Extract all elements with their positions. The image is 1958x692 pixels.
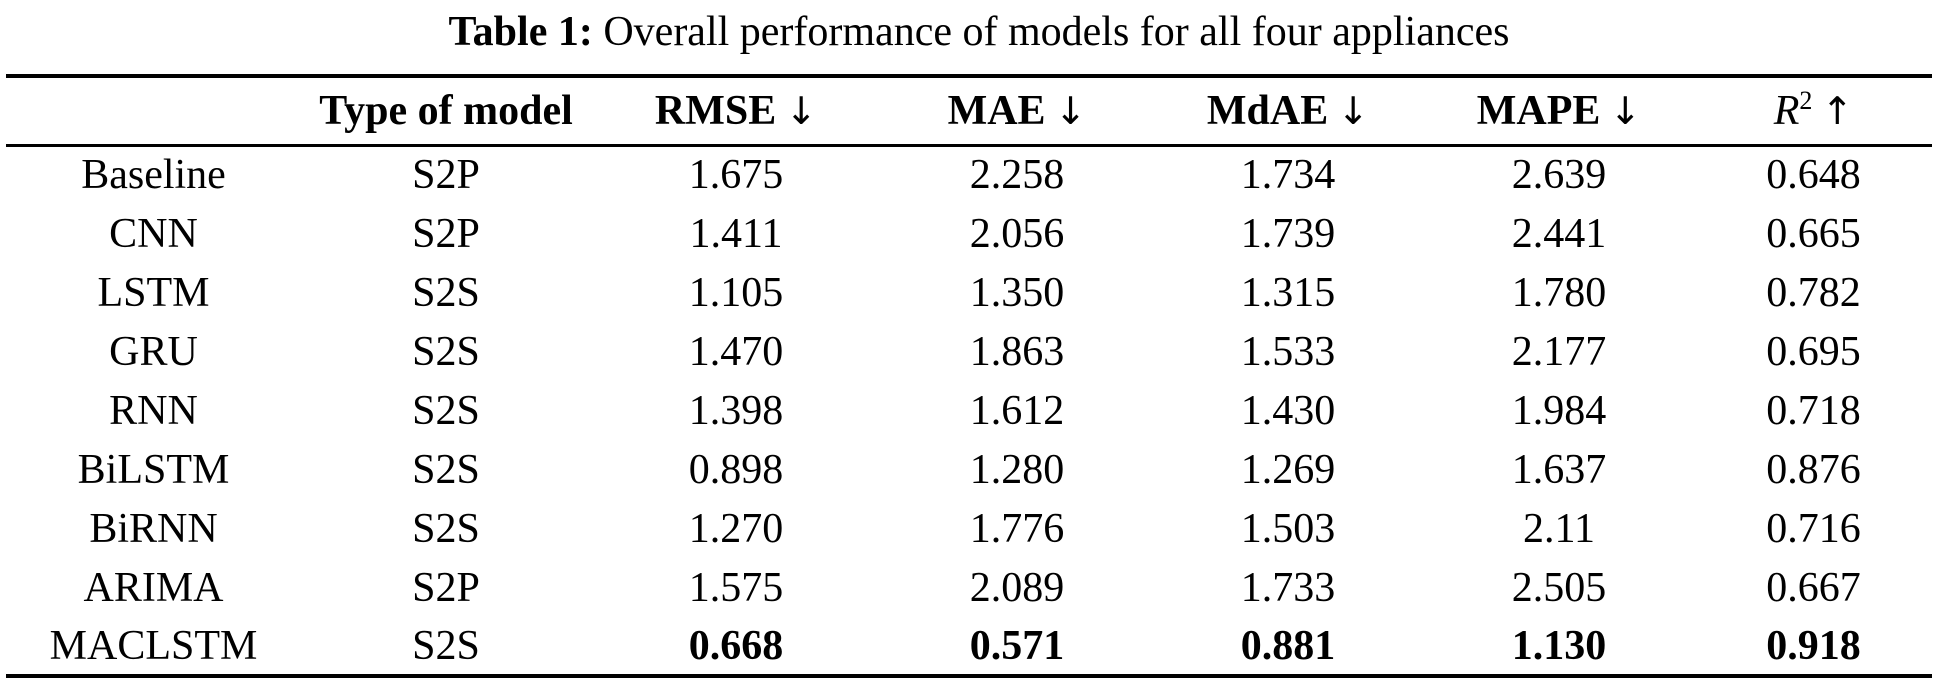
caption-text: Overall performance of models for all fo…: [603, 9, 1510, 55]
mape-value: 2.11: [1523, 505, 1595, 552]
rmse-value: 0.898: [688, 446, 784, 493]
model-name: ARIMA: [83, 564, 224, 611]
model-type: S2S: [412, 622, 480, 669]
r2-value: 0.667: [1766, 564, 1861, 611]
mdae-value: 1.734: [1240, 152, 1336, 199]
mae-value: 2.258: [969, 152, 1065, 199]
table-row-lstm: LSTM S2S 1.105 1.350 1.315 1.780 0.782: [6, 263, 1932, 322]
table-row-gru: GRU S2S 1.470 1.863 1.533 2.177 0.695: [6, 322, 1932, 381]
r2-value: 0.665: [1766, 210, 1861, 257]
r2-value: 0.782: [1766, 269, 1861, 316]
down-arrow-icon: ↓: [1054, 88, 1087, 133]
mdae-value: 1.739: [1240, 210, 1336, 257]
mdae-value: 1.503: [1240, 505, 1336, 552]
mape-value: 2.441: [1511, 210, 1607, 257]
mae-value: 1.863: [969, 328, 1065, 375]
mae-value: 2.056: [969, 210, 1065, 257]
down-arrow-icon: ↓: [1337, 88, 1370, 133]
r-squared-symbol: R: [1773, 88, 1800, 135]
mape-value: 1.984: [1511, 387, 1607, 434]
down-arrow-icon: ↓: [1609, 88, 1642, 133]
table-row-birnn: BiRNN S2S 1.270 1.776 1.503 2.11 0.716: [6, 499, 1932, 558]
col-label: RMSE: [654, 87, 777, 134]
rmse-value: 0.668: [688, 622, 784, 669]
rmse-value: 1.675: [688, 152, 784, 199]
rmse-value: 1.105: [688, 269, 784, 316]
col-header-rmse: RMSE ↓: [591, 76, 881, 145]
mape-value: 1.130: [1511, 622, 1607, 669]
up-arrow-icon: ↑: [1821, 89, 1854, 134]
mae-value: 1.280: [969, 446, 1065, 493]
mae-value: 1.350: [969, 269, 1065, 316]
mdae-value: 1.269: [1240, 446, 1336, 493]
model-name: LSTM: [97, 269, 210, 316]
r2-value: 0.918: [1766, 622, 1861, 669]
r-squared-exponent: 2: [1799, 86, 1813, 116]
model-type: S2P: [412, 564, 480, 611]
mdae-value: 1.733: [1240, 564, 1336, 611]
model-name: BiLSTM: [77, 446, 230, 493]
model-type: S2S: [412, 269, 480, 316]
table-caption: Table 1: Overall performance of models f…: [0, 4, 1958, 60]
model-name: Baseline: [81, 152, 226, 199]
col-header-type: Type of model: [319, 87, 573, 134]
col-header-mape: MAPE ↓: [1423, 76, 1695, 145]
mdae-value: 0.881: [1240, 622, 1336, 669]
rmse-value: 1.470: [688, 328, 784, 375]
model-type: S2S: [412, 328, 480, 375]
model-name: CNN: [109, 210, 198, 257]
table-row-maclstm: MACLSTM S2S 0.668 0.571 0.881 1.130 0.91…: [6, 617, 1932, 676]
r2-value: 0.716: [1766, 505, 1861, 552]
table-row-baseline: Baseline S2P 1.675 2.258 1.734 2.639 0.6…: [6, 145, 1932, 204]
rmse-value: 1.270: [688, 505, 784, 552]
col-label: MAE: [947, 87, 1046, 134]
r2-value: 0.876: [1766, 446, 1861, 493]
table-row-cnn: CNN S2P 1.411 2.056 1.739 2.441 0.665: [6, 204, 1932, 263]
model-type: S2S: [412, 387, 480, 434]
mae-value: 1.612: [969, 387, 1065, 434]
mape-value: 1.780: [1511, 269, 1607, 316]
rmse-value: 1.575: [688, 564, 784, 611]
r2-value: 0.695: [1766, 328, 1861, 375]
mdae-value: 1.430: [1240, 387, 1336, 434]
col-header-model: [6, 76, 301, 145]
model-name: BiRNN: [89, 505, 218, 552]
col-header-r2: R2 ↑: [1695, 76, 1932, 145]
model-name: GRU: [109, 328, 198, 375]
mae-value: 1.776: [969, 505, 1065, 552]
table-row-arima: ARIMA S2P 1.575 2.089 1.733 2.505 0.667: [6, 558, 1932, 617]
table-row-rnn: RNN S2S 1.398 1.612 1.430 1.984 0.718: [6, 381, 1932, 440]
col-header-mae: MAE ↓: [881, 76, 1153, 145]
col-header-mdae: MdAE ↓: [1153, 76, 1423, 145]
rmse-value: 1.411: [689, 210, 783, 257]
mape-value: 2.177: [1511, 328, 1607, 375]
down-arrow-icon: ↓: [785, 88, 818, 133]
caption-label: Table 1:: [448, 9, 593, 55]
performance-table: Type of model RMSE ↓ MAE ↓ MdAE ↓ MAPE ↓ R2 ↑…: [6, 74, 1932, 678]
mdae-value: 1.315: [1240, 269, 1336, 316]
header-row: Type of model RMSE ↓ MAE ↓ MdAE ↓ MAPE ↓ R2 ↑: [6, 76, 1932, 145]
model-type: S2P: [412, 152, 480, 199]
mape-value: 2.505: [1511, 564, 1607, 611]
rmse-value: 1.398: [688, 387, 784, 434]
mape-value: 1.637: [1511, 446, 1607, 493]
mae-value: 0.571: [969, 622, 1065, 669]
r2-value: 0.648: [1766, 152, 1861, 199]
model-type: S2S: [412, 446, 480, 493]
model-type: S2P: [412, 210, 480, 257]
table-row-bilstm: BiLSTM S2S 0.898 1.280 1.269 1.637 0.876: [6, 440, 1932, 499]
model-name: RNN: [109, 387, 198, 434]
model-type: S2S: [412, 505, 480, 552]
model-name: MACLSTM: [49, 622, 258, 669]
col-label: MAPE: [1476, 87, 1601, 134]
mape-value: 2.639: [1511, 152, 1607, 199]
mae-value: 2.089: [969, 564, 1065, 611]
mdae-value: 1.533: [1240, 328, 1336, 375]
col-label: MdAE: [1206, 87, 1329, 134]
r2-value: 0.718: [1766, 387, 1861, 434]
